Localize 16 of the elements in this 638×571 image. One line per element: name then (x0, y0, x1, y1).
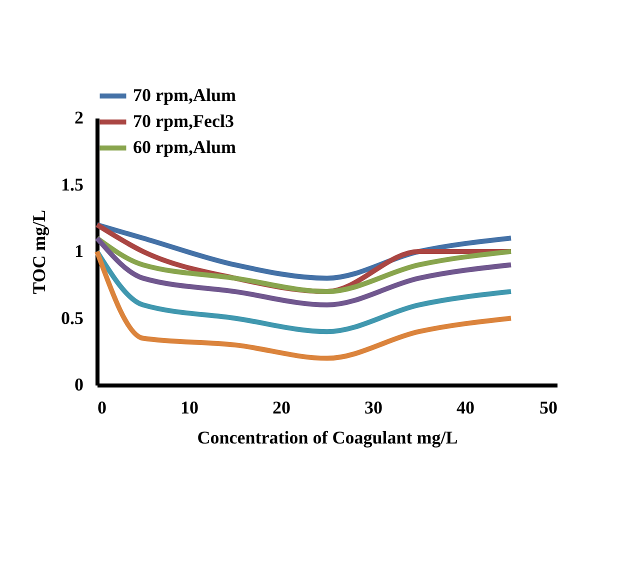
y-tick-label: 1 (74, 241, 84, 261)
y-tick-label: 0.5 (61, 308, 84, 328)
x-tick-label: 0 (98, 398, 106, 418)
y-axis-title: TOC mg/L (29, 210, 49, 294)
x-tick-label: 10 (180, 398, 198, 418)
x-tick-label: 50 (540, 398, 558, 418)
y-tick-label: 2 (74, 108, 84, 128)
x-tick-label: 40 (456, 398, 474, 418)
x-axis-title: Concentration of Coagulant mg/L (197, 428, 458, 448)
legend-label: 60 rpm,Alum (133, 137, 236, 157)
x-tick-label: 20 (272, 398, 290, 418)
legend-label: 70 rpm,Alum (133, 85, 236, 105)
legend-label: 70 rpm,Fecl3 (133, 111, 234, 131)
y-tick-label: 1.5 (61, 174, 84, 194)
x-tick-label: 30 (364, 398, 382, 418)
y-tick-label: 0 (74, 374, 84, 394)
